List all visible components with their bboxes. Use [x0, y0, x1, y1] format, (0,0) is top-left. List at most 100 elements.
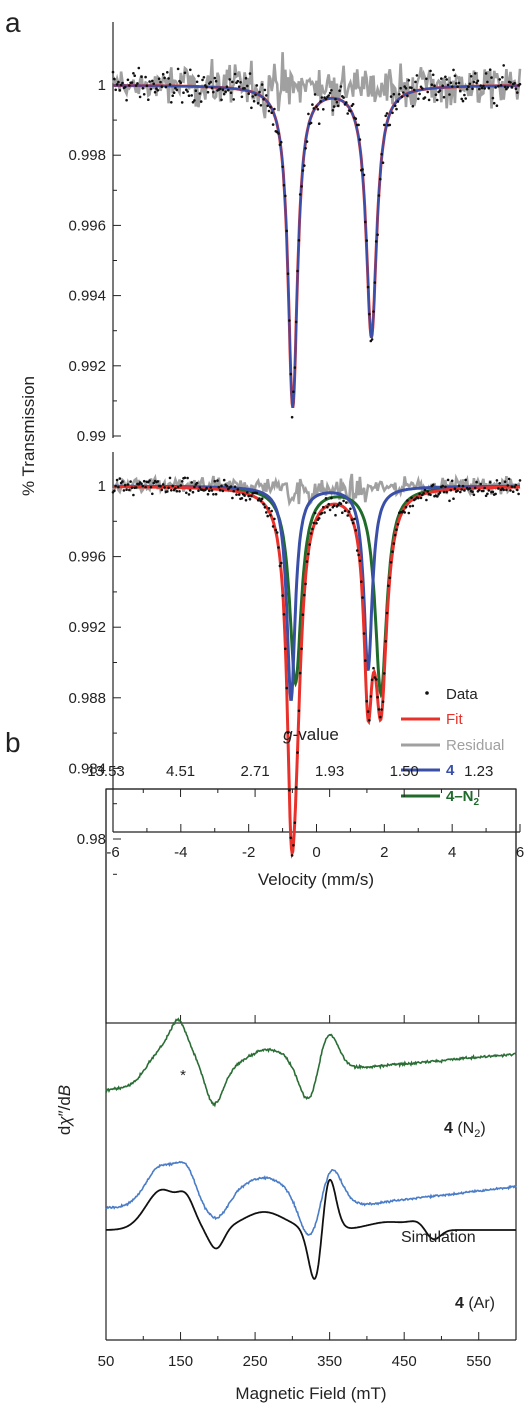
- bottom-x-tick-label: -4: [174, 844, 187, 861]
- top-data-point: [252, 99, 256, 103]
- top-data-point: [486, 80, 489, 84]
- bottom-data-point: [486, 492, 489, 496]
- top-data-point: [292, 390, 295, 394]
- top-data-point: [476, 79, 480, 83]
- top-data-point: [514, 87, 518, 90]
- bottom-data-point: [345, 501, 348, 504]
- top-data-point: [149, 87, 153, 91]
- top-data-point: [164, 85, 168, 89]
- top-data-point: [147, 98, 150, 101]
- bottom-data-point: [376, 695, 379, 699]
- epr-x-tick-label: 250: [243, 1353, 268, 1370]
- top-data-point: [398, 93, 401, 96]
- bottom-x-tick-label: -6: [106, 844, 119, 861]
- panel-b-label: b: [5, 727, 21, 758]
- top-data-point: [187, 94, 191, 97]
- g-value-italic: g: [283, 725, 293, 744]
- top-y-tick-label: 0.992: [68, 358, 106, 375]
- top-data-point: [407, 79, 411, 82]
- bottom-data-point: [293, 821, 297, 824]
- top-data-point: [366, 285, 370, 289]
- label-4-n2-sub: 2: [474, 1128, 480, 1140]
- top-data-point: [136, 82, 139, 85]
- top-data-point: [206, 90, 210, 94]
- bottom-data-point: [366, 710, 370, 713]
- top-data-point: [144, 75, 147, 79]
- top-data-point: [479, 84, 483, 87]
- bottom-data-point: [339, 502, 343, 506]
- a-x-axis-label: Velocity (mm/s): [258, 870, 374, 889]
- bottom-y-tick-label: 0.988: [68, 690, 106, 707]
- top-data-point: [471, 87, 474, 91]
- bottom-data-point: [274, 528, 278, 532]
- bottom-data-point: [141, 484, 145, 488]
- top-data-point: [435, 98, 439, 102]
- top-data-point: [427, 98, 431, 102]
- top-data-point: [170, 101, 173, 104]
- top-data-point: [501, 76, 504, 79]
- top-data-point: [440, 77, 443, 80]
- bottom-data-point: [358, 559, 362, 563]
- bottom-data-point: [137, 482, 141, 486]
- bottom-data-point: [193, 485, 196, 489]
- bottom-data-point: [282, 613, 286, 616]
- mossbauer-top-plot: 0.99 0.992 0.994 0.996 0.998 1: [68, 22, 522, 445]
- top-data-point: [342, 96, 345, 99]
- bottom-data-point: [129, 480, 132, 483]
- bottom-data-point: [285, 686, 289, 690]
- epr-x-tick-label: 450: [392, 1353, 417, 1370]
- top-data-point: [296, 269, 299, 273]
- bottom-data-point: [459, 490, 462, 494]
- bottom-data-point: [369, 695, 373, 698]
- legend-data-label: Data: [446, 686, 478, 703]
- legend-4n2-label: 4–N2: [446, 788, 480, 808]
- top-data-point: [142, 93, 146, 96]
- top-data-point: [498, 78, 502, 81]
- bottom-data-point: [149, 485, 153, 489]
- top-data-point: [152, 82, 155, 85]
- top-data-point: [431, 73, 435, 77]
- bottom-data-point: [374, 678, 378, 681]
- top-data-point: [236, 79, 240, 83]
- epr-x-axis-label: Magnetic Field (mT): [235, 1384, 386, 1403]
- top-data-point: [232, 98, 235, 101]
- bottom-data-point: [205, 486, 208, 490]
- bottom-data-point: [152, 481, 155, 485]
- top-data-point: [324, 97, 328, 101]
- bottom-data-point: [452, 497, 455, 501]
- top-data-point: [166, 71, 169, 74]
- bottom-data-point: [381, 700, 385, 703]
- bottom-data-point: [198, 486, 202, 489]
- bottom-data-point: [176, 485, 180, 489]
- bottom-data-point: [163, 486, 166, 489]
- top-data-point: [225, 85, 229, 88]
- bottom-data-point: [392, 542, 396, 545]
- bottom-data-point: [270, 509, 274, 513]
- top-data-point: [450, 85, 454, 88]
- bottom-data-point: [265, 511, 268, 514]
- top-data-point: [247, 92, 250, 95]
- top-data-point: [222, 92, 226, 96]
- top-data-point: [391, 111, 394, 115]
- bottom-data-point: [387, 584, 390, 588]
- top-data-point: [282, 183, 286, 187]
- bottom-data-point: [195, 481, 199, 485]
- bottom-data-point: [180, 480, 184, 483]
- bottom-data-point: [334, 513, 337, 517]
- bottom-data-point: [517, 492, 520, 496]
- bottom-data-point: [237, 493, 241, 496]
- bottom-data-point: [368, 718, 371, 722]
- epr-y-axis-label: dχ″/dB: [55, 1085, 74, 1135]
- top-data-point: [246, 84, 249, 88]
- bottom-data-point: [518, 479, 522, 482]
- top-data-point: [182, 91, 185, 94]
- top-residual-line: [111, 52, 522, 119]
- bottom-data-point: [365, 699, 369, 703]
- bottom-data-point: [417, 496, 420, 500]
- top-data-point: [343, 103, 347, 106]
- top-data-point: [418, 92, 421, 96]
- top-data-point: [480, 86, 484, 90]
- bottom-data-point: [244, 498, 248, 502]
- bottom-data-point: [446, 478, 450, 482]
- top-data-point: [338, 89, 341, 92]
